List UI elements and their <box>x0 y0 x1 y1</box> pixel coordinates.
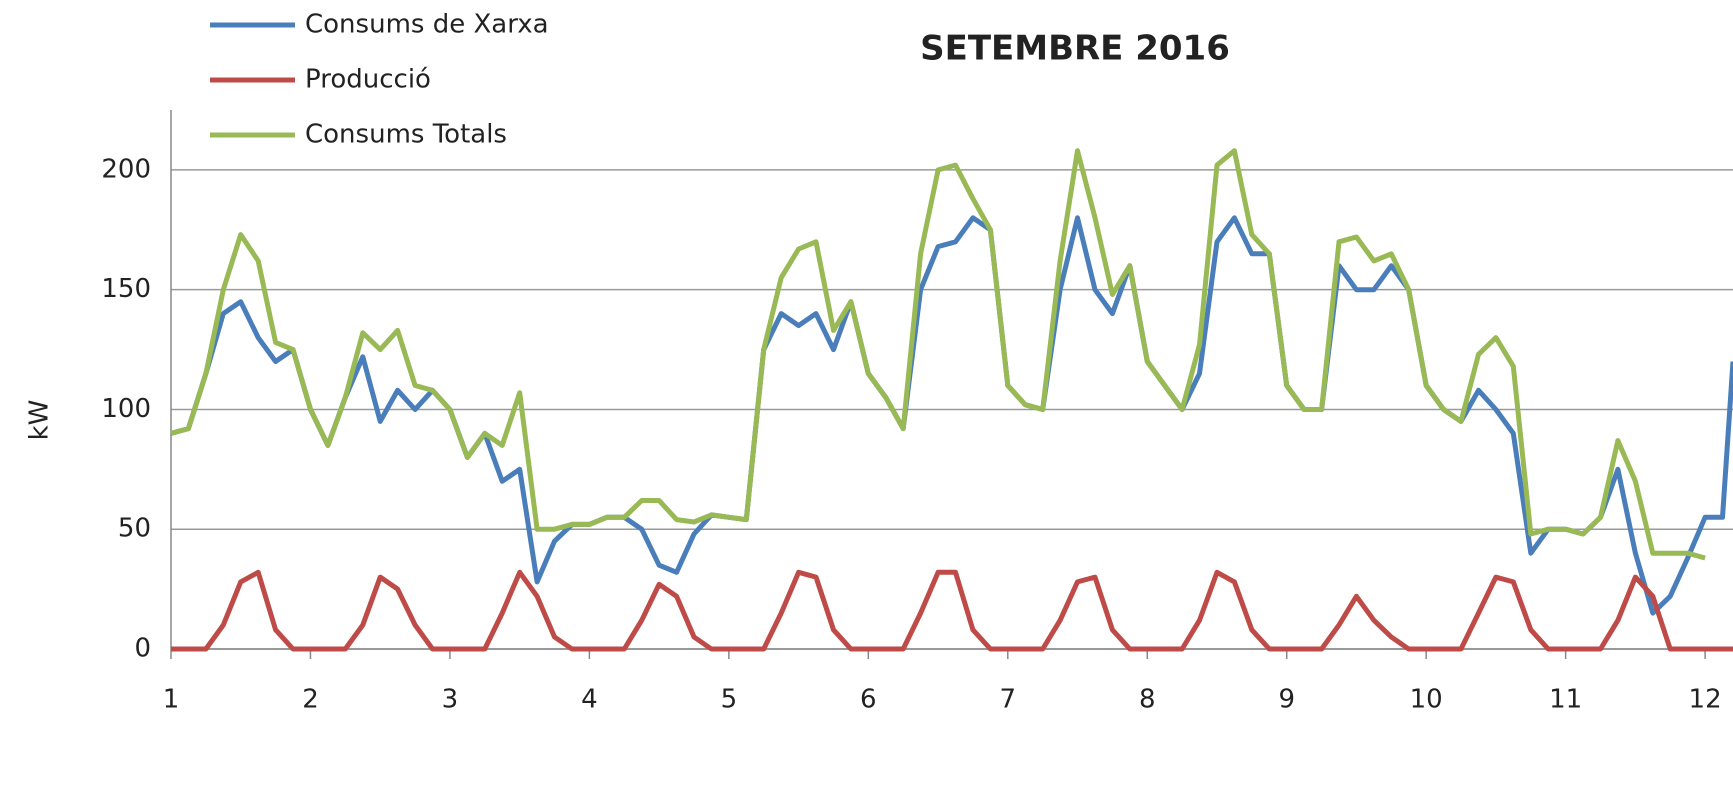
y-tick-label: 150 <box>101 274 151 304</box>
x-tick-label: 11 <box>1549 685 1582 715</box>
legend-label: Producció <box>305 65 431 95</box>
x-tick-label: 3 <box>442 685 459 715</box>
series-line <box>170 148 1706 561</box>
x-tick-label: 10 <box>1410 685 1443 715</box>
series-line <box>171 569 1733 652</box>
series-line <box>170 215 1733 616</box>
y-tick-label: 50 <box>118 514 151 544</box>
y-tick-label: 0 <box>134 634 151 664</box>
x-tick-label: 2 <box>302 685 319 715</box>
x-tick-label: 8 <box>1139 685 1156 715</box>
y-tick-label: 100 <box>101 394 151 424</box>
x-tick-label: 9 <box>1278 685 1295 715</box>
chart-title: SETEMBRE 2016 <box>920 29 1230 69</box>
y-axis-label: kW <box>25 400 55 441</box>
x-tick-label: 12 <box>1689 685 1722 715</box>
x-tick-label: 6 <box>860 685 877 715</box>
legend-label: Consums Totals <box>305 120 507 150</box>
x-tick-label: 7 <box>1000 685 1017 715</box>
y-tick-label: 200 <box>101 154 151 184</box>
x-tick-label: 1 <box>163 685 180 715</box>
x-tick-label: 5 <box>721 685 738 715</box>
legend-label: Consums de Xarxa <box>305 10 549 40</box>
x-tick-label: 4 <box>581 685 598 715</box>
